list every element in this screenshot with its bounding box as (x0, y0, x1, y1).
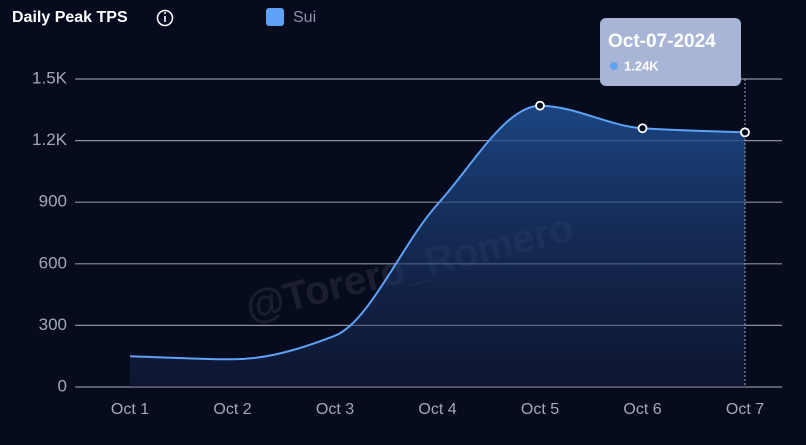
y-tick-label: 1.2K (32, 130, 68, 149)
tooltip-dot (610, 62, 618, 70)
x-tick-label: Oct 4 (418, 401, 456, 418)
x-tick-label: Oct 5 (521, 401, 559, 418)
y-tick-label: 1.5K (32, 68, 68, 87)
y-tick-label: 0 (58, 376, 67, 395)
y-tick-label: 300 (39, 315, 67, 334)
point (637, 123, 648, 134)
x-tick-label: Oct 7 (726, 401, 764, 418)
info-icon[interactable] (156, 9, 174, 27)
point (740, 127, 750, 138)
tooltip (600, 18, 741, 86)
x-tick-label: Oct 3 (316, 401, 354, 418)
x-tick-label: Oct 2 (213, 401, 251, 418)
point (535, 100, 545, 111)
chart-title: Daily Peak TPS (12, 9, 128, 26)
y-tick-label: 900 (39, 192, 67, 211)
legend-label: Sui (293, 9, 316, 26)
legend-swatch (266, 8, 284, 26)
tooltip-value: 1.24K (624, 58, 659, 73)
x-tick-label: Oct 6 (623, 401, 661, 418)
x-tick-label: Oct 1 (111, 401, 149, 418)
area (130, 105, 745, 388)
y-tick-label: 600 (39, 253, 67, 272)
tooltip-date: Oct-07-2024 (608, 31, 716, 52)
